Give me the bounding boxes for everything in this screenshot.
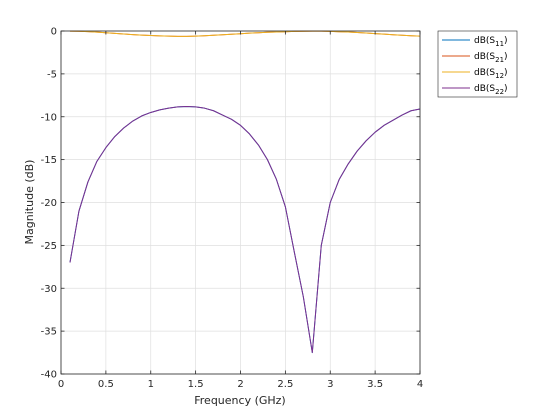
- y-tick-label: -15: [41, 155, 57, 166]
- axis-ticks: [60, 30, 421, 375]
- x-tick-label: 1.5: [188, 379, 204, 390]
- legend-label-12: dB(S12): [474, 68, 508, 80]
- y-tick-label: -5: [47, 69, 57, 80]
- y-tick-label: 0: [51, 27, 57, 38]
- series-layer: [69, 30, 421, 354]
- x-tick-label: 2: [237, 379, 243, 390]
- x-tick-label: 3: [327, 379, 333, 390]
- y-axis-label: Magnitude (dB): [23, 160, 36, 245]
- legend-label-11: dB(S11): [474, 36, 508, 48]
- y-tick-label: -25: [41, 241, 57, 252]
- x-axis-label: Frequency (GHz): [194, 394, 285, 407]
- x-tick-label: 0.5: [98, 379, 114, 390]
- y-tick-label: -20: [41, 198, 57, 209]
- legend-items: dB(S11) dB(S21) dB(S12) dB(S22): [442, 36, 508, 96]
- y-tick-labels: 0 -5 -10 -15 -20 -25 -30 -35 -40: [41, 27, 57, 381]
- y-tick-label: -10: [41, 112, 57, 123]
- x-tick-label: 0: [58, 379, 64, 390]
- legend: dB(S11) dB(S21) dB(S12) dB(S22): [437, 30, 518, 98]
- y-tick-label: -35: [41, 327, 57, 338]
- y-tick-label: -30: [41, 284, 57, 295]
- legend-label-22: dB(S22): [474, 84, 508, 96]
- x-tick-label: 1: [148, 379, 154, 390]
- x-tick-label: 4: [417, 379, 423, 390]
- x-tick-label: 3.5: [367, 379, 383, 390]
- legend-label-21: dB(S21): [474, 52, 508, 64]
- y-tick-label: -40: [41, 370, 57, 381]
- legend-box: [437, 30, 518, 98]
- x-tick-label: 2.5: [277, 379, 293, 390]
- x-tick-labels: 0 0.5 1 1.5 2 2.5 3 3.5 4: [58, 379, 423, 390]
- series-line-22: [69, 105, 421, 354]
- series-line-12: [69, 30, 421, 37]
